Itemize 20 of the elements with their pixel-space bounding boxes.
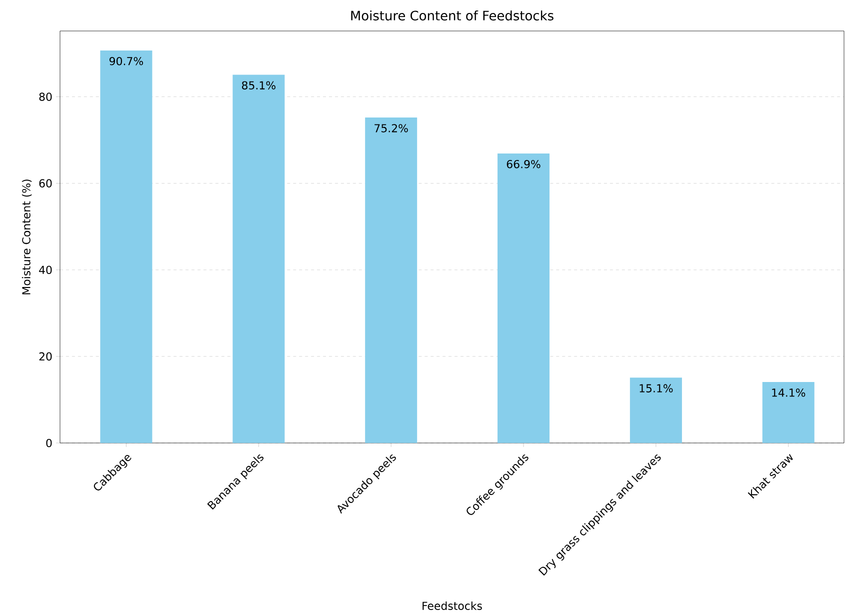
bar [498, 153, 550, 443]
data-label: 85.1% [242, 81, 276, 90]
data-label: 75.2% [374, 124, 408, 132]
bar [630, 378, 682, 443]
data-label: 66.9% [506, 160, 540, 168]
y-tick-label: 60 [39, 179, 52, 188]
data-label: 15.1% [640, 384, 673, 392]
y-tick-label: 20 [39, 352, 52, 361]
bar [100, 50, 152, 443]
y-tick-label: 40 [39, 266, 52, 274]
data-label: 90.7% [110, 56, 144, 66]
bar [762, 382, 814, 443]
x-axis-title: Feedstocks [422, 601, 482, 610]
bar [232, 74, 285, 443]
y-tick-label: 0 [46, 438, 52, 448]
bar [365, 118, 418, 443]
data-label: 14.1% [772, 388, 806, 397]
y-tick-label: 80 [39, 92, 52, 101]
chart-title: Moisture Content of Feedstocks [351, 10, 554, 20]
y-axis-title: Moisture Content (%) [22, 180, 32, 294]
